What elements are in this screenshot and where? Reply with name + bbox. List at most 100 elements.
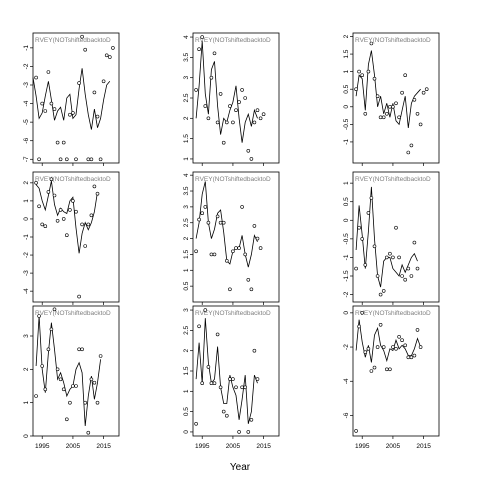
y-tick-label: 1	[183, 268, 190, 272]
data-point	[83, 47, 87, 52]
data-point	[37, 204, 41, 209]
data-point	[354, 87, 358, 91]
data-point	[378, 292, 383, 297]
data-point	[34, 181, 38, 185]
data-point	[409, 274, 414, 278]
y-tick-label: 0	[23, 217, 30, 221]
data-point	[354, 266, 358, 271]
data-point	[391, 255, 395, 260]
data-point	[415, 266, 420, 271]
data-point	[43, 387, 48, 392]
data-point	[249, 417, 254, 422]
data-point	[77, 294, 81, 299]
y-tick-label: -3	[23, 270, 30, 276]
data-point	[197, 217, 201, 222]
panel-frame	[32, 305, 120, 437]
data-point	[61, 140, 66, 145]
data-point	[52, 107, 57, 111]
data-point	[412, 353, 417, 358]
panel-title: RVEY(NOTshiftedbacktoD	[195, 176, 271, 183]
data-point	[261, 112, 266, 116]
data-point	[43, 109, 48, 113]
data-point	[400, 274, 404, 278]
data-point	[412, 98, 417, 102]
data-point	[89, 157, 94, 162]
panel-title: RVEY(NOTshiftedbacktoD	[35, 37, 111, 44]
data-point	[406, 355, 411, 360]
data-point	[409, 355, 414, 360]
panel-title: RVEY(NOTshiftedbacktoD	[195, 37, 271, 44]
data-point	[237, 100, 241, 104]
data-point	[234, 108, 238, 112]
y-tick-label: 1	[183, 389, 190, 393]
data-point	[209, 381, 214, 386]
x-tick-label: 2015	[96, 443, 111, 450]
series-line	[355, 186, 418, 288]
panel-1: RVEY(NOTshiftedbacktoD -1 -2 -3 -4 -5 -6 -7	[23, 32, 120, 166]
y-tick-label: 2.5	[183, 93, 190, 102]
y-tick-label: 1	[23, 199, 30, 203]
data-point	[108, 55, 112, 59]
data-point	[354, 429, 358, 433]
y-tick-label: -0.5	[343, 118, 350, 130]
data-point	[231, 120, 235, 125]
data-point	[249, 287, 254, 292]
data-point	[49, 101, 54, 106]
y-tick-label: -2	[23, 252, 30, 258]
data-point	[61, 217, 66, 221]
y-tick-label: -0.5	[343, 233, 350, 245]
data-point	[34, 394, 38, 398]
x-axis-title: Year	[230, 462, 251, 473]
x-tick-label: 2005	[66, 443, 81, 450]
data-point	[421, 90, 426, 95]
data-point	[68, 208, 72, 212]
data-point	[366, 211, 371, 215]
y-tick-label: 1	[343, 69, 350, 73]
data-point	[212, 51, 217, 56]
data-point	[409, 143, 414, 148]
panel-3: RVEY(NOTshiftedbacktoD 2 1.5 1 0.5 0 -0.5 -1	[343, 32, 440, 166]
data-point	[381, 345, 386, 349]
y-tick-label: 4	[183, 173, 190, 177]
y-tick-label: -2	[23, 63, 30, 69]
y-tick-label: 2	[23, 367, 30, 371]
y-tick-label: -1	[343, 254, 350, 260]
data-point	[58, 208, 63, 212]
data-point	[80, 34, 84, 39]
data-point	[381, 289, 386, 293]
y-tick-label: 1	[183, 157, 190, 161]
y-tick-label: -1.5	[343, 270, 350, 282]
y-tick-label: 1.5	[183, 366, 190, 375]
y-tick-label: 0	[343, 105, 350, 109]
data-point	[212, 252, 217, 257]
panel-frame	[32, 32, 120, 164]
data-point	[234, 246, 238, 250]
y-tick-label: 0.5	[183, 407, 190, 416]
data-point	[375, 345, 380, 349]
data-point	[197, 47, 201, 52]
data-point	[231, 377, 235, 381]
data-point	[369, 196, 374, 200]
y-tick-label: 0.5	[343, 197, 350, 206]
data-point	[95, 191, 100, 196]
data-point	[194, 88, 198, 92]
data-point	[98, 354, 103, 358]
data-point	[34, 75, 38, 80]
y-tick-label: 0.5	[343, 84, 350, 93]
data-point	[246, 277, 251, 282]
y-tick-label: -6	[343, 412, 350, 418]
data-point	[206, 116, 211, 121]
data-point	[200, 381, 204, 386]
y-tick-label: -1	[23, 45, 30, 51]
data-point	[418, 122, 423, 127]
data-point	[74, 384, 78, 388]
data-point	[378, 115, 383, 120]
data-point	[74, 157, 78, 162]
data-point	[415, 328, 420, 332]
data-point	[55, 219, 60, 223]
data-point	[83, 400, 87, 405]
y-tick-label: 3	[23, 334, 30, 338]
y-tick-label: -1	[343, 139, 350, 145]
data-point	[215, 214, 220, 219]
